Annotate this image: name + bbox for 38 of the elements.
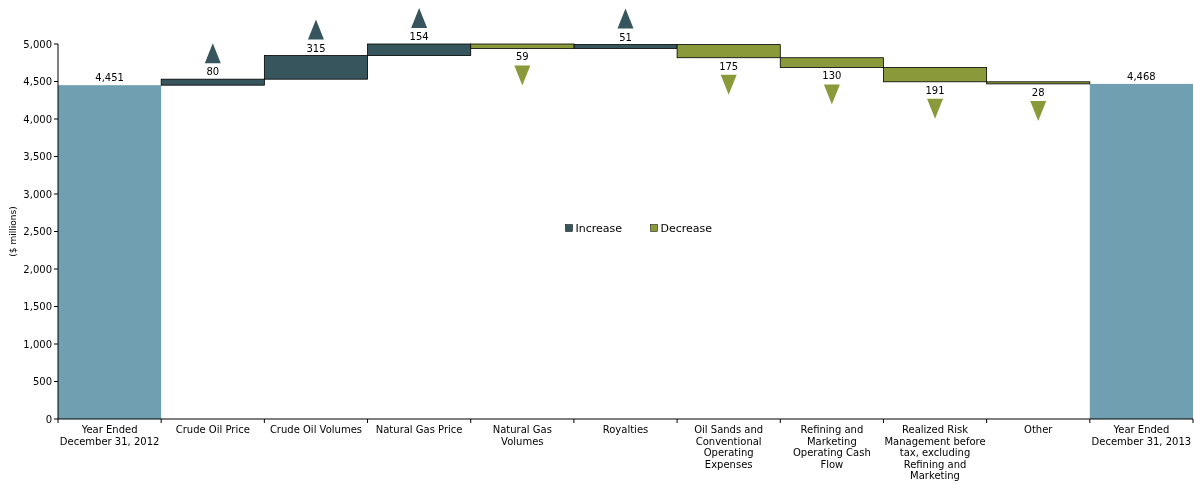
data-label: 28 xyxy=(1031,86,1045,98)
y-tick-label: 4,000 xyxy=(23,113,52,125)
x-tick-label: Other xyxy=(1024,424,1054,435)
y-tick-label: 1,500 xyxy=(23,301,52,312)
y-tick-label: 2,000 xyxy=(23,263,52,275)
data-label: 59 xyxy=(515,51,529,63)
y-tick-label: 0 xyxy=(45,413,52,425)
data-label: 4,451 xyxy=(95,72,124,84)
legend-label: Decrease xyxy=(660,221,713,235)
data-label: 4,468 xyxy=(1127,70,1156,82)
y-tick-label: 2,500 xyxy=(23,226,52,237)
x-tick-label: Realized Risk Management before tax, excluding Refining and Marketing xyxy=(884,424,986,481)
y-tick-label: 500 xyxy=(32,376,52,387)
x-tick-label: Year Ended December 31, 2012 xyxy=(59,424,160,447)
x-tick-label: Natural Gas Volumes xyxy=(492,424,552,447)
data-label: 175 xyxy=(719,60,739,72)
y-tick-label: 5,000 xyxy=(23,38,52,50)
data-label: 154 xyxy=(409,31,429,42)
data-label: 191 xyxy=(925,84,945,96)
data-label: 130 xyxy=(822,70,842,82)
x-tick-label: Oil Sands and Conventional Operating Expenses xyxy=(694,424,764,470)
bar xyxy=(58,85,162,419)
y-tick-label: 3,000 xyxy=(23,188,52,200)
y-tick-label: 1,000 xyxy=(23,338,52,350)
x-tick-label: Year Ended December 31, 2013 xyxy=(1091,424,1192,447)
y-axis-title: ($ millions) xyxy=(8,206,18,257)
x-tick-label: Natural Gas Price xyxy=(375,424,463,435)
legend-label: Increase xyxy=(575,221,623,235)
x-tick-label: Refining and Marketing Operating Cash Flow xyxy=(792,424,871,470)
data-label: 315 xyxy=(306,42,326,54)
bar xyxy=(1089,83,1193,419)
x-tick-label: Crude Oil Price xyxy=(175,424,250,435)
data-label: 51 xyxy=(619,31,632,43)
y-tick-label: 4,500 xyxy=(23,76,52,87)
y-tick-label: 3,500 xyxy=(23,151,52,162)
x-tick-label: Royalties xyxy=(602,424,649,435)
data-label: 80 xyxy=(206,66,220,78)
x-tick-label: Crude Oil Volumes xyxy=(269,424,363,435)
